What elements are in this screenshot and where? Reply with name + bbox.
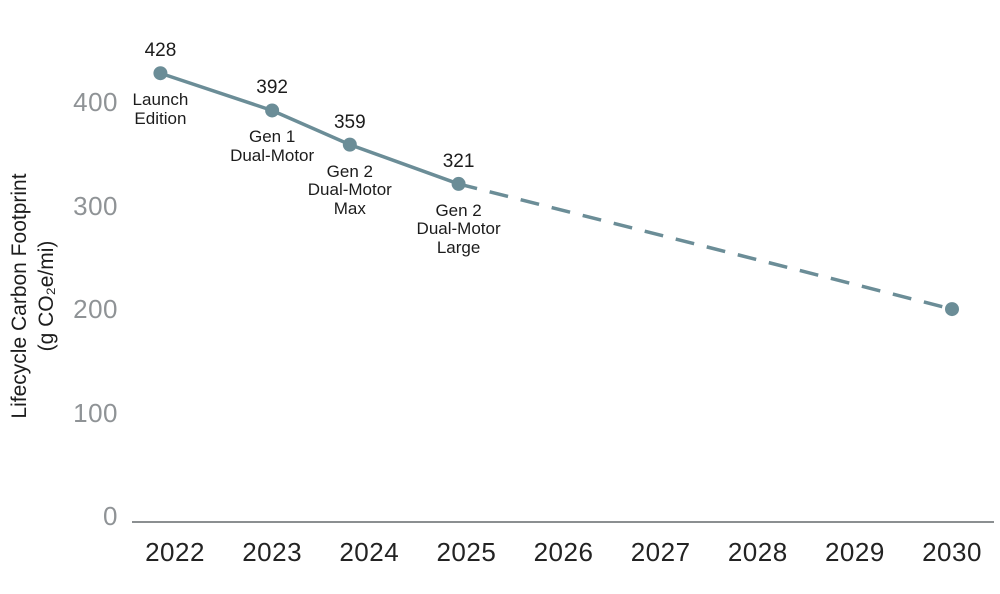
data-point-name-label: Gen 1 Dual-Motor <box>230 128 314 165</box>
data-point-name-label: Launch Edition <box>133 91 189 128</box>
data-point-name-label-line: Launch <box>132 90 189 110</box>
x-tick-label: 2027 <box>630 537 691 567</box>
y-tick-label: 400 <box>73 87 118 118</box>
x-tick-label: 2028 <box>727 537 788 567</box>
data-point-name-label-line: Max <box>333 198 366 218</box>
y-tick-label: 300 <box>73 190 118 221</box>
y-tick-label: 0 <box>103 501 118 531</box>
x-tick-label: 2026 <box>533 537 594 567</box>
x-tick-label: 2023 <box>242 537 303 567</box>
data-point-name-label-line: Gen 2 <box>435 200 482 220</box>
x-tick-label: 2025 <box>436 537 497 567</box>
data-point-name-label-line: Dual-Motor <box>230 145 315 165</box>
data-point-name-label: Gen 2 Dual-Motor Max <box>307 161 392 219</box>
data-point-marker <box>342 137 357 152</box>
x-tick-label: 2024 <box>339 537 400 567</box>
data-point-name-label-line: Edition <box>134 108 187 128</box>
y-tick-label: 100 <box>73 397 118 428</box>
data-point-marker <box>153 66 168 81</box>
data-point-marker <box>945 302 959 317</box>
data-point-name-label-line: Large <box>436 237 481 257</box>
data-point-value-label: 321 <box>442 150 475 172</box>
y-tick-label: 200 <box>73 294 118 325</box>
data-point-name-label: Gen 2 Dual-Motor Large <box>416 200 501 258</box>
data-point-name-label-line: Dual-Motor <box>416 219 501 239</box>
data-point-name-label-line: Gen 2 <box>326 161 373 181</box>
x-tick-label: 2029 <box>824 537 885 567</box>
x-tick-label: 2022 <box>145 537 205 567</box>
data-point-marker <box>265 103 280 118</box>
data-point-value-label: 359 <box>333 111 366 133</box>
x-tick-label: 2030 <box>922 537 982 567</box>
data-point-name-label-line: Gen 1 <box>248 127 296 147</box>
carbon-footprint-line <box>159 71 460 186</box>
data-point-value-label: 428 <box>144 40 177 62</box>
carbon-footprint-projected-line <box>458 182 953 311</box>
data-point-marker <box>451 176 466 191</box>
data-point-name-label-line: Dual-Motor <box>307 180 392 200</box>
data-point-value-label: 392 <box>256 77 288 99</box>
